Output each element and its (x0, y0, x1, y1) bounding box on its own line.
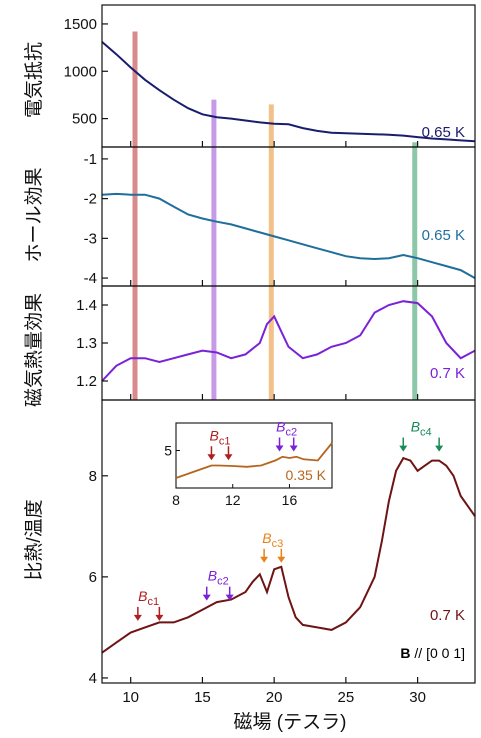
series-magnetocaloric (101, 300, 476, 382)
ytick-label-magnetocaloric-0: 1.2 (76, 373, 97, 390)
ylabel-resistance: 電気抵抗 (23, 42, 45, 118)
arrow-label-specific-heat-c1: Bc1 (138, 588, 159, 608)
arrow-label-specific-heat-c3: Bc3 (262, 530, 283, 550)
xtick-label-4: 30 (409, 689, 426, 706)
arrowhead-inset-c1-1 (224, 454, 233, 461)
annotation-specific-heat: 0.7 K (430, 607, 465, 624)
panel-inset: 8 12 16 5 0.35 K Bc1 Bc2 (164, 419, 333, 508)
series-resistance (101, 41, 476, 143)
arrow-label-inset-c1: Bc1 (209, 427, 230, 447)
series-hall (101, 192, 476, 279)
arrow-label-inset-c2: Bc2 (276, 419, 297, 439)
arrow-label-specific-heat-c2: Bc2 (208, 568, 229, 588)
arrowhead-specific-heat-c3-1 (277, 556, 286, 563)
arrowhead-specific-heat-c1-1 (155, 614, 164, 621)
series-specific-heat (101, 456, 476, 654)
field-direction-note: B // [0 0 1] (400, 645, 465, 661)
vertical-markers (132, 31, 418, 401)
annotation-magnetocaloric: 0.7 K (430, 365, 465, 382)
series-hall-fit (101, 193, 476, 279)
ytick-label-specific-heat-0: 4 (89, 670, 97, 687)
panel-specific-heat: 4 6 8 10 15 20 25 30 0.7 K Bc1 Bc2 Bc3 Bc4 (89, 399, 476, 706)
xtick-label-0: 10 (122, 689, 139, 706)
vertical-marker-4 (412, 142, 418, 400)
arrow-label-specific-heat-c4: Bc4 (411, 419, 432, 439)
panels: 500 1000 1500 0.65 K -4 -3 -2 -1 0.65 K 1.2 1.3 1.4… (64, 4, 476, 706)
ytick-label-magnetocaloric-2: 1.4 (76, 297, 97, 314)
frame-hall (101, 146, 476, 287)
ytick-label-resistance-0: 500 (72, 111, 97, 128)
ytick-label-hall-2: -2 (84, 191, 97, 208)
panel-magnetocaloric: 1.2 1.3 1.4 0.7 K (76, 285, 476, 401)
annotation-hall: 0.65 K (422, 227, 465, 244)
arrowhead-specific-heat-c2-1 (225, 594, 234, 601)
inset-xtick-label-0: 8 (172, 492, 180, 508)
arrowhead-specific-heat-c4-0 (399, 445, 408, 452)
ytick-label-hall-3: -1 (84, 151, 97, 168)
arrowhead-inset-c1-0 (207, 454, 216, 461)
field-note-rest: // [0 0 1] (411, 645, 465, 661)
xtick-label-3: 25 (338, 689, 355, 706)
xlabel: 磁場 (テスラ) (234, 711, 347, 733)
xtick-label-1: 15 (194, 689, 211, 706)
ylabel-specific-heat: 比熱/温度 (23, 499, 45, 580)
field-note-bold: B (400, 645, 410, 661)
ytick-label-specific-heat-1: 6 (89, 569, 97, 586)
arrowhead-inset-c2-0 (275, 445, 284, 452)
frame-inset (175, 422, 333, 489)
arrowhead-specific-heat-c2-0 (202, 594, 211, 601)
annotation-resistance: 0.65 K (422, 124, 465, 141)
arrowhead-specific-heat-c4-1 (435, 445, 444, 452)
arrowhead-inset-c2-1 (289, 445, 298, 452)
inset-ytick-label-0: 5 (164, 443, 172, 459)
ytick-label-hall-1: -3 (84, 230, 97, 247)
ytick-label-resistance-2: 1500 (64, 16, 97, 33)
ytick-label-magnetocaloric-1: 1.3 (76, 335, 97, 352)
xtick-label-2: 20 (266, 689, 283, 706)
series-inset (175, 442, 333, 479)
frame-resistance (101, 4, 476, 148)
inset-xtick-label-2: 16 (282, 492, 298, 508)
ylabel-magnetocaloric: 磁気熱量効果 (23, 293, 45, 407)
ytick-label-hall-0: -4 (84, 270, 97, 287)
vertical-marker-1 (132, 31, 138, 401)
arrowhead-specific-heat-c3-0 (260, 556, 269, 563)
ylabel-hall: ホール効果 (23, 167, 45, 262)
ytick-label-resistance-1: 1000 (64, 63, 97, 80)
ytick-label-specific-heat-2: 8 (89, 468, 97, 485)
vertical-marker-3 (268, 104, 274, 401)
frame-specific-heat (101, 399, 476, 684)
vertical-marker-2 (211, 99, 217, 401)
inset-xtick-label-1: 12 (225, 492, 241, 508)
annotation-inset: 0.35 K (286, 467, 327, 483)
arrowhead-specific-heat-c1-0 (133, 614, 142, 621)
